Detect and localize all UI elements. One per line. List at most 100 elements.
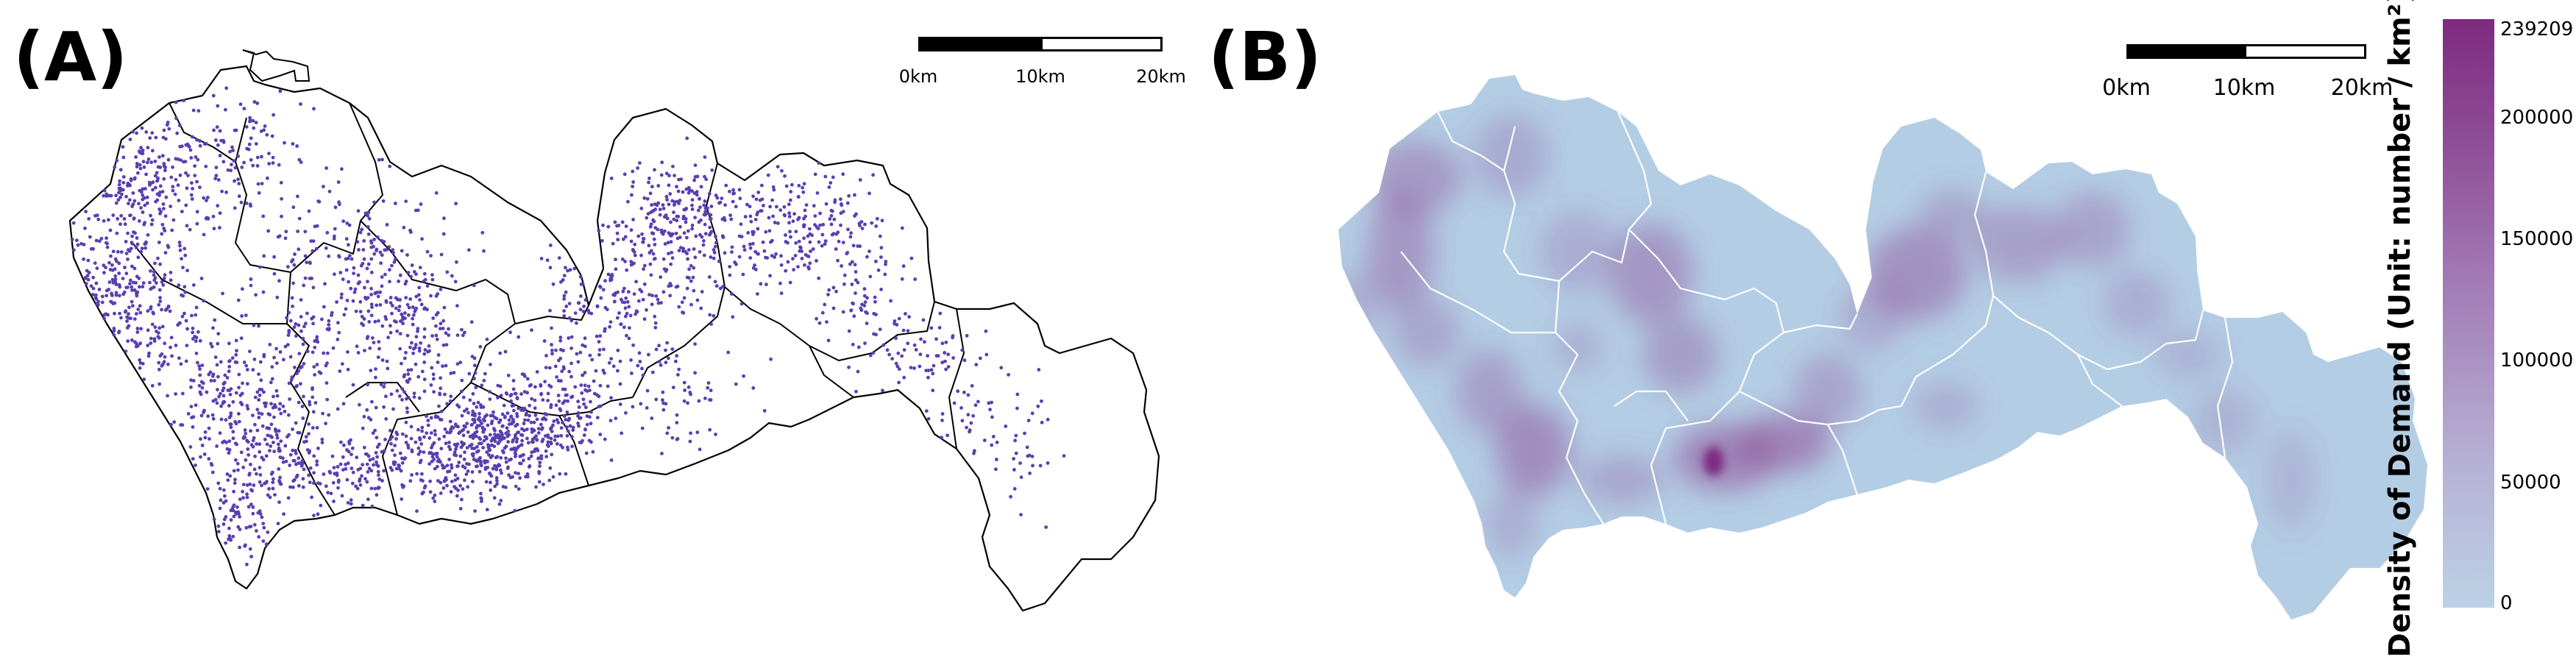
demand-point xyxy=(439,480,443,485)
demand-point xyxy=(227,369,231,374)
demand-point xyxy=(293,459,297,463)
demand-point xyxy=(461,395,466,399)
demand-point xyxy=(400,361,403,366)
demand-point xyxy=(174,100,178,104)
demand-point xyxy=(136,171,140,175)
demand-point xyxy=(336,180,341,184)
demand-point xyxy=(138,304,142,308)
demand-point xyxy=(299,329,303,333)
demand-point xyxy=(258,450,262,454)
demand-point xyxy=(434,294,439,298)
demand-point xyxy=(150,218,155,222)
demand-point xyxy=(234,512,238,516)
demand-point xyxy=(189,193,194,197)
demand-point xyxy=(221,441,224,444)
demand-point xyxy=(213,355,218,359)
demand-point xyxy=(148,136,152,141)
demand-point xyxy=(388,324,392,328)
demand-point xyxy=(152,337,157,341)
demand-point xyxy=(305,260,309,265)
demand-point xyxy=(138,358,142,362)
demand-point xyxy=(425,308,429,312)
demand-point xyxy=(466,469,470,473)
demand-point xyxy=(236,468,240,472)
demand-point xyxy=(375,460,378,464)
demand-point xyxy=(166,304,171,308)
demand-point xyxy=(393,258,397,262)
demand-point xyxy=(249,502,253,506)
demand-point xyxy=(182,99,186,103)
demand-point xyxy=(257,324,260,328)
demand-point xyxy=(235,505,239,509)
demand-point xyxy=(210,344,214,349)
demand-point xyxy=(171,188,175,193)
demand-point xyxy=(397,280,400,283)
demand-point xyxy=(369,257,374,261)
demand-point xyxy=(232,159,236,163)
demand-point xyxy=(174,177,178,182)
demand-point xyxy=(288,319,293,323)
demand-point xyxy=(363,349,366,352)
demand-point xyxy=(422,361,427,364)
demand-point xyxy=(130,288,134,292)
demand-point xyxy=(340,167,344,171)
demand-point xyxy=(377,340,381,344)
demand-point xyxy=(476,417,480,422)
demand-point xyxy=(216,104,220,108)
demand-point xyxy=(149,269,152,273)
demand-point xyxy=(223,373,227,377)
demand-point xyxy=(194,351,199,355)
demand-point xyxy=(263,404,268,408)
demand-point xyxy=(216,332,221,335)
demand-point xyxy=(257,411,261,415)
density-hotspot xyxy=(1642,316,1719,393)
density-peak xyxy=(1703,447,1724,476)
demand-point xyxy=(478,344,483,349)
demand-point xyxy=(433,493,437,497)
demand-point xyxy=(399,319,402,323)
demand-point xyxy=(153,325,157,330)
demand-point xyxy=(274,388,279,393)
demand-point xyxy=(307,432,311,436)
demand-point xyxy=(355,240,360,244)
demand-point xyxy=(162,162,166,166)
demand-point xyxy=(388,164,392,168)
demand-point xyxy=(169,422,174,427)
demand-point xyxy=(177,283,181,288)
demand-point xyxy=(272,450,277,453)
demand-point xyxy=(253,422,257,427)
demand-point xyxy=(109,254,113,258)
demand-point xyxy=(505,411,510,415)
demand-point xyxy=(514,484,518,489)
demand-point xyxy=(426,349,430,354)
demand-point xyxy=(576,422,580,425)
demand-point xyxy=(380,324,385,328)
demand-point xyxy=(255,164,260,168)
demand-point xyxy=(302,440,306,444)
demand-point xyxy=(264,454,269,458)
demand-point xyxy=(445,402,449,406)
demand-point xyxy=(439,447,444,451)
demand-point xyxy=(237,194,241,199)
demand-point xyxy=(242,361,246,364)
demand-point xyxy=(436,479,440,483)
demand-point xyxy=(529,454,533,458)
demand-point xyxy=(274,347,278,351)
demand-point xyxy=(435,452,439,455)
demand-point xyxy=(390,435,394,439)
demand-point xyxy=(272,255,276,259)
demand-point xyxy=(184,171,188,175)
demand-point xyxy=(579,383,583,387)
demand-point xyxy=(107,218,110,222)
demand-point xyxy=(377,442,381,447)
demand-point xyxy=(311,239,316,244)
demand-point xyxy=(104,241,108,245)
demand-point xyxy=(116,198,121,202)
density-hotspot xyxy=(1794,353,1862,430)
demand-point xyxy=(387,245,391,249)
demand-point xyxy=(70,238,74,241)
demand-point xyxy=(433,433,437,437)
demand-point xyxy=(111,249,116,254)
demand-point xyxy=(394,296,398,300)
demand-point xyxy=(232,514,236,519)
